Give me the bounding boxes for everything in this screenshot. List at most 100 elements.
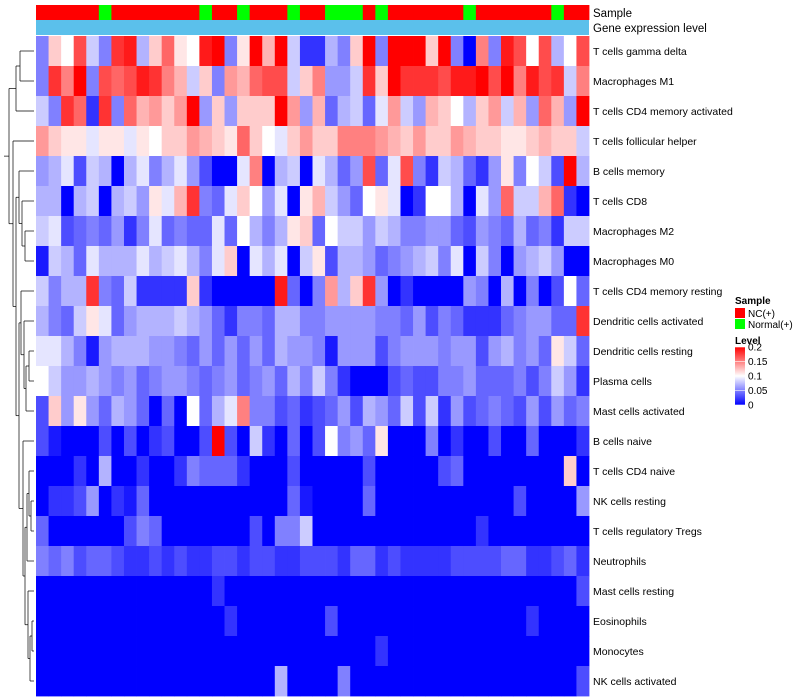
heatmap-cell [237, 156, 251, 187]
sample-annotation-cell [400, 5, 414, 20]
heatmap-cell [488, 36, 502, 67]
heatmap-cell [149, 456, 163, 487]
heatmap-cell [312, 546, 326, 577]
heatmap-cell [312, 516, 326, 547]
heatmap-cell [123, 666, 137, 697]
heatmap-cell [413, 426, 427, 457]
heatmap-cell [186, 276, 200, 307]
heatmap-cell [350, 636, 364, 667]
sample-annotation-cell [450, 5, 464, 20]
heatmap-cell [262, 66, 276, 97]
heatmap-cell [123, 546, 137, 577]
heatmap-cell [61, 396, 75, 427]
heatmap-cell [563, 606, 577, 637]
heatmap-cell [86, 366, 100, 397]
heatmap-cell [299, 396, 313, 427]
heatmap-cell [526, 426, 540, 457]
heatmap-cell [438, 246, 452, 277]
heatmap-cell [538, 396, 552, 427]
sample-annotation-cell [274, 5, 288, 20]
heatmap-cell [73, 306, 87, 337]
heatmap-cell [86, 456, 100, 487]
heatmap-cell [475, 246, 489, 277]
heatmap-cell [36, 96, 49, 127]
heatmap-cell [475, 336, 489, 367]
heatmap-cell [149, 156, 163, 187]
heatmap-cell [475, 126, 489, 157]
heatmap-cell [538, 516, 552, 547]
heatmap-cell [362, 516, 376, 547]
heatmap-cell [425, 606, 439, 637]
heatmap-cell [362, 486, 376, 517]
heatmap-cell [413, 216, 427, 247]
heatmap-cell [73, 366, 87, 397]
heatmap-cell [287, 546, 301, 577]
heatmap-cell [73, 576, 87, 607]
heatmap-cell [350, 666, 364, 697]
heatmap-cell [224, 36, 238, 67]
heatmap-cell [287, 606, 301, 637]
heatmap-cell [199, 636, 213, 667]
heatmap-cell [299, 276, 313, 307]
heatmap-cell [123, 426, 137, 457]
heatmap-cell [513, 546, 527, 577]
heatmap-cell [425, 96, 439, 127]
heatmap-cell [337, 636, 351, 667]
heatmap-cell [48, 516, 62, 547]
heatmap-cell [350, 606, 364, 637]
heatmap-cell [262, 426, 276, 457]
heatmap-cell [224, 606, 238, 637]
heatmap-cell [149, 276, 163, 307]
heatmap-cell [375, 336, 389, 367]
heatmap-cell [538, 426, 552, 457]
heatmap-cell [538, 306, 552, 337]
heatmap-cell [337, 606, 351, 637]
heatmap-cell [350, 336, 364, 367]
heatmap-cell [149, 336, 163, 367]
heatmap-cell [224, 126, 238, 157]
heatmap-cell [450, 36, 464, 67]
heatmap-cell [413, 396, 427, 427]
heatmap-cell [325, 666, 339, 697]
heatmap-cell [501, 186, 514, 217]
heatmap-cell [576, 426, 590, 457]
heatmap-cell [526, 486, 540, 517]
heatmap-cell [36, 66, 49, 97]
heatmap-cell [161, 576, 175, 607]
heatmap-cell [325, 636, 339, 667]
heatmap-cell [350, 426, 364, 457]
sample-annotation-cell [475, 5, 489, 20]
heatmap-cell [149, 126, 163, 157]
heatmap-cell [111, 336, 125, 367]
heatmap-cell [337, 576, 351, 607]
heatmap-cell [463, 306, 477, 337]
sample-annotation-cell [438, 5, 452, 20]
sample-annotation-cell [551, 5, 565, 20]
heatmap-cell [475, 546, 489, 577]
heatmap-cell [387, 486, 401, 517]
heatmap-cell [425, 36, 439, 67]
heatmap-cell [312, 606, 326, 637]
heatmap-cell [325, 546, 339, 577]
heatmap-cell [186, 306, 200, 337]
heatmap-cell [61, 666, 75, 697]
heatmap-cell [450, 336, 464, 367]
row-label: T cells regulatory Tregs [593, 526, 702, 538]
heatmap-cell [199, 666, 213, 697]
heatmap-cell [312, 426, 326, 457]
heatmap-cell [413, 666, 427, 697]
heatmap-cell [375, 36, 389, 67]
heatmap-cell [501, 216, 514, 247]
heatmap-cell [299, 606, 313, 637]
heatmap-cell [463, 246, 477, 277]
heatmap-cell [98, 36, 112, 67]
heatmap-cell [475, 216, 489, 247]
heatmap-cell [563, 516, 577, 547]
heatmap-cell [425, 216, 439, 247]
heatmap-cell [211, 366, 225, 397]
heatmap-cell [211, 276, 225, 307]
heatmap-cell [36, 306, 49, 337]
heatmap-cell [186, 156, 200, 187]
legend-tick-label: 0.2 [748, 343, 762, 354]
heatmap-cell [438, 156, 452, 187]
